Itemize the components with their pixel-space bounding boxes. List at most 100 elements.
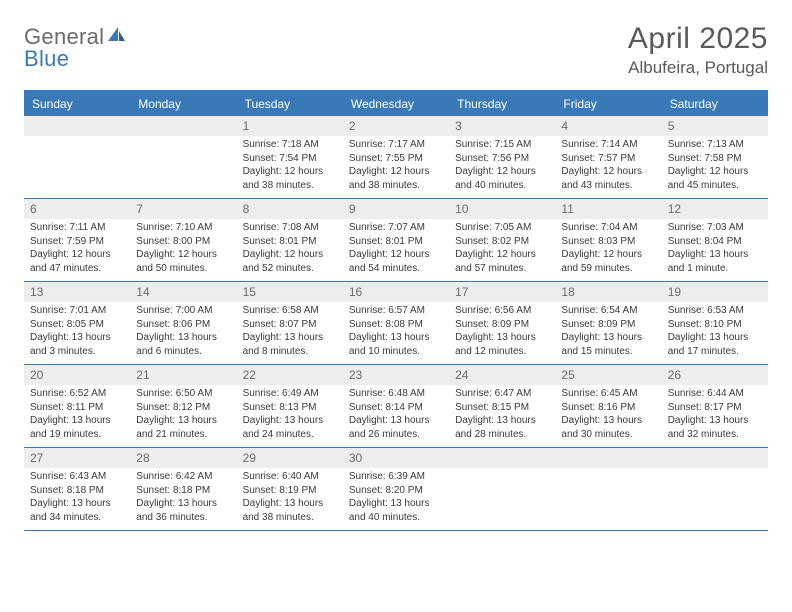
week-row: 27 Sunrise: 6:43 AM Sunset: 8:18 PM Dayligh… (24, 448, 768, 531)
day-details: Sunrise: 6:47 AMSunset: 8:15 PMDaylight:… (449, 385, 555, 447)
sunset-line: Sunset: 8:16 PM (561, 401, 655, 415)
day-number: 23 (343, 365, 449, 385)
day-number (555, 448, 661, 468)
daylight-line: Daylight: 12 hours and 54 minutes. (349, 248, 443, 275)
daylight-line: Daylight: 13 hours and 21 minutes. (136, 414, 230, 441)
logo-blue-row: Blue (24, 46, 69, 72)
week-row: 13Sunrise: 7:01 AMSunset: 8:05 PMDayligh… (24, 282, 768, 365)
page-title: April 2025 (628, 22, 768, 56)
day-details: Sunrise: 7:03 AMSunset: 8:04 PMDaylight:… (662, 219, 768, 281)
day-cell: 11Sunrise: 7:04 AMSunset: 8:03 PMDayligh… (555, 199, 661, 281)
day-number: 27 (24, 448, 130, 468)
daylight-line: Daylight: 12 hours and 52 minutes. (243, 248, 337, 275)
daylight-line: Daylight: 13 hours and 40 minutes. (349, 497, 443, 524)
day-cell: 9Sunrise: 7:07 AMSunset: 8:01 PMDaylight… (343, 199, 449, 281)
day-cell: 23Sunrise: 6:48 AMSunset: 8:14 PMDayligh… (343, 365, 449, 447)
day-number: 12 (662, 199, 768, 219)
day-number: 6 (24, 199, 130, 219)
logo-text-blue: Blue (24, 46, 69, 71)
daylight-line: Daylight: 13 hours and 32 minutes. (668, 414, 762, 441)
day-cell: 25Sunrise: 6:45 AMSunset: 8:16 PMDayligh… (555, 365, 661, 447)
daylight-line: Daylight: 13 hours and 24 minutes. (243, 414, 337, 441)
day-cell: 19Sunrise: 6:53 AMSunset: 8:10 PMDayligh… (662, 282, 768, 364)
day-details: Sunrise: 6:54 AMSunset: 8:09 PMDaylight:… (555, 302, 661, 364)
sunset-line: Sunset: 7:59 PM (30, 235, 124, 249)
daylight-line: Daylight: 13 hours and 12 minutes. (455, 331, 549, 358)
sunrise-line: Sunrise: 6:50 AM (136, 387, 230, 401)
day-header-fri: Friday (555, 92, 661, 116)
calendar-page: General April 2025 Albufeira, Portugal B… (0, 0, 792, 549)
sunset-line: Sunset: 8:05 PM (30, 318, 124, 332)
day-details: Sunrise: 7:07 AMSunset: 8:01 PMDaylight:… (343, 219, 449, 281)
day-number: 14 (130, 282, 236, 302)
day-details: Sunrise: 6:53 AMSunset: 8:10 PMDaylight:… (662, 302, 768, 364)
day-number: 17 (449, 282, 555, 302)
sunset-line: Sunset: 7:58 PM (668, 152, 762, 166)
day-number: 9 (343, 199, 449, 219)
day-details: Sunrise: 6:48 AMSunset: 8:14 PMDaylight:… (343, 385, 449, 447)
sunset-line: Sunset: 8:01 PM (243, 235, 337, 249)
day-details: Sunrise: 6:56 AMSunset: 8:09 PMDaylight:… (449, 302, 555, 364)
day-header-thu: Thursday (449, 92, 555, 116)
day-cell: 8Sunrise: 7:08 AMSunset: 8:01 PMDaylight… (237, 199, 343, 281)
sunrise-line: Sunrise: 6:43 AM (30, 470, 124, 484)
day-number: 4 (555, 116, 661, 136)
day-cell: 6Sunrise: 7:11 AMSunset: 7:59 PMDaylight… (24, 199, 130, 281)
day-details: Sunrise: 6:39 AMSunset: 8:20 PMDaylight:… (343, 468, 449, 530)
daylight-line: Daylight: 12 hours and 43 minutes. (561, 165, 655, 192)
day-number: 30 (343, 448, 449, 468)
day-cell: 3Sunrise: 7:15 AMSunset: 7:56 PMDaylight… (449, 116, 555, 198)
sunset-line: Sunset: 8:09 PM (455, 318, 549, 332)
daylight-line: Daylight: 13 hours and 15 minutes. (561, 331, 655, 358)
sunrise-line: Sunrise: 7:00 AM (136, 304, 230, 318)
sunset-line: Sunset: 8:00 PM (136, 235, 230, 249)
daylight-line: Daylight: 12 hours and 38 minutes. (349, 165, 443, 192)
day-cell: 4Sunrise: 7:14 AMSunset: 7:57 PMDaylight… (555, 116, 661, 198)
sunrise-line: Sunrise: 6:40 AM (243, 470, 337, 484)
day-header-sun: Sunday (24, 92, 130, 116)
header: General April 2025 Albufeira, Portugal (24, 22, 768, 78)
day-number: 29 (237, 448, 343, 468)
sunset-line: Sunset: 8:09 PM (561, 318, 655, 332)
day-number: 11 (555, 199, 661, 219)
day-details: Sunrise: 6:52 AMSunset: 8:11 PMDaylight:… (24, 385, 130, 447)
sunset-line: Sunset: 8:06 PM (136, 318, 230, 332)
sunset-line: Sunset: 8:17 PM (668, 401, 762, 415)
day-details: Sunrise: 7:15 AMSunset: 7:56 PMDaylight:… (449, 136, 555, 198)
daylight-line: Daylight: 13 hours and 30 minutes. (561, 414, 655, 441)
day-cell: 18Sunrise: 6:54 AMSunset: 8:09 PMDayligh… (555, 282, 661, 364)
daylight-line: Daylight: 12 hours and 50 minutes. (136, 248, 230, 275)
sunrise-line: Sunrise: 6:45 AM (561, 387, 655, 401)
day-number: 16 (343, 282, 449, 302)
sunset-line: Sunset: 8:14 PM (349, 401, 443, 415)
day-details: Sunrise: 7:08 AMSunset: 8:01 PMDaylight:… (237, 219, 343, 281)
sunrise-line: Sunrise: 6:54 AM (561, 304, 655, 318)
day-header-row: Sunday Monday Tuesday Wednesday Thursday… (24, 92, 768, 116)
day-details (449, 468, 555, 514)
day-cell (662, 448, 768, 530)
day-cell: 13Sunrise: 7:01 AMSunset: 8:05 PMDayligh… (24, 282, 130, 364)
sunrise-line: Sunrise: 7:05 AM (455, 221, 549, 235)
sunset-line: Sunset: 8:02 PM (455, 235, 549, 249)
day-cell: 12Sunrise: 7:03 AMSunset: 8:04 PMDayligh… (662, 199, 768, 281)
day-number (130, 116, 236, 136)
day-number: 21 (130, 365, 236, 385)
daylight-line: Daylight: 12 hours and 59 minutes. (561, 248, 655, 275)
day-cell: 15Sunrise: 6:58 AMSunset: 8:07 PMDayligh… (237, 282, 343, 364)
day-details: Sunrise: 6:44 AMSunset: 8:17 PMDaylight:… (662, 385, 768, 447)
sunrise-line: Sunrise: 7:11 AM (30, 221, 124, 235)
sunrise-line: Sunrise: 7:07 AM (349, 221, 443, 235)
daylight-line: Daylight: 13 hours and 6 minutes. (136, 331, 230, 358)
day-cell: 21Sunrise: 6:50 AMSunset: 8:12 PMDayligh… (130, 365, 236, 447)
day-number (662, 448, 768, 468)
day-details: Sunrise: 6:40 AMSunset: 8:19 PMDaylight:… (237, 468, 343, 530)
day-number: 1 (237, 116, 343, 136)
day-cell: 22Sunrise: 6:49 AMSunset: 8:13 PMDayligh… (237, 365, 343, 447)
sunrise-line: Sunrise: 7:14 AM (561, 138, 655, 152)
day-cell: 30Sunrise: 6:39 AMSunset: 8:20 PMDayligh… (343, 448, 449, 530)
day-details: Sunrise: 7:18 AMSunset: 7:54 PMDaylight:… (237, 136, 343, 198)
daylight-line: Daylight: 13 hours and 8 minutes. (243, 331, 337, 358)
sunrise-line: Sunrise: 7:08 AM (243, 221, 337, 235)
sunrise-line: Sunrise: 7:10 AM (136, 221, 230, 235)
sunset-line: Sunset: 8:18 PM (136, 484, 230, 498)
